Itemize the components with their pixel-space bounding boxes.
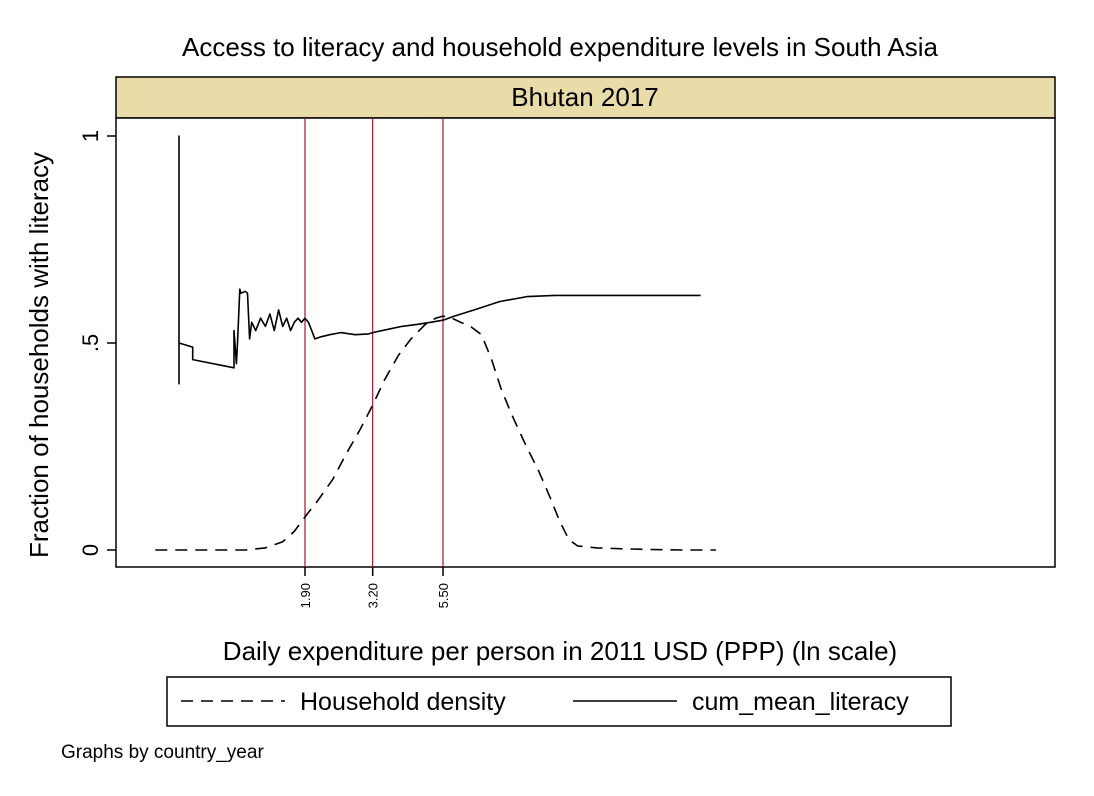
series-layer — [155, 135, 716, 551]
x-tick-label-2: 5.50 — [436, 583, 451, 608]
y-tick-label-0: 0 — [78, 544, 103, 556]
legend-label-literacy: cum_mean_literacy — [692, 688, 909, 716]
series-line-cum-mean-literacy — [178, 135, 701, 385]
x-tick-label-1: 3.20 — [366, 583, 381, 608]
chart-title: Access to literacy and household expendi… — [182, 32, 938, 62]
x-tick-label-0: 1.90 — [298, 583, 313, 608]
x-axis-label: Daily expenditure per person in 2011 USD… — [223, 636, 897, 666]
y-tick-label-2: 1 — [78, 130, 103, 142]
x-axis: 1.90 3.20 5.50 — [298, 567, 451, 608]
y-axis-label: Fraction of households with literacy — [24, 152, 54, 558]
panel-label: Bhutan 2017 — [511, 82, 658, 112]
legend-label-density: Household density — [300, 688, 506, 716]
series-line-household-density — [155, 315, 716, 551]
reference-lines — [304, 118, 444, 567]
y-tick-label-1: .5 — [78, 334, 103, 352]
legend-box — [166, 676, 952, 727]
y-axis: 0.51 — [78, 130, 116, 556]
panel-header — [115, 76, 1056, 119]
graphs-note: Graphs by country_year — [61, 742, 264, 763]
plot-area — [115, 117, 1056, 568]
legend: Household density cum_mean_literacy — [166, 676, 952, 727]
